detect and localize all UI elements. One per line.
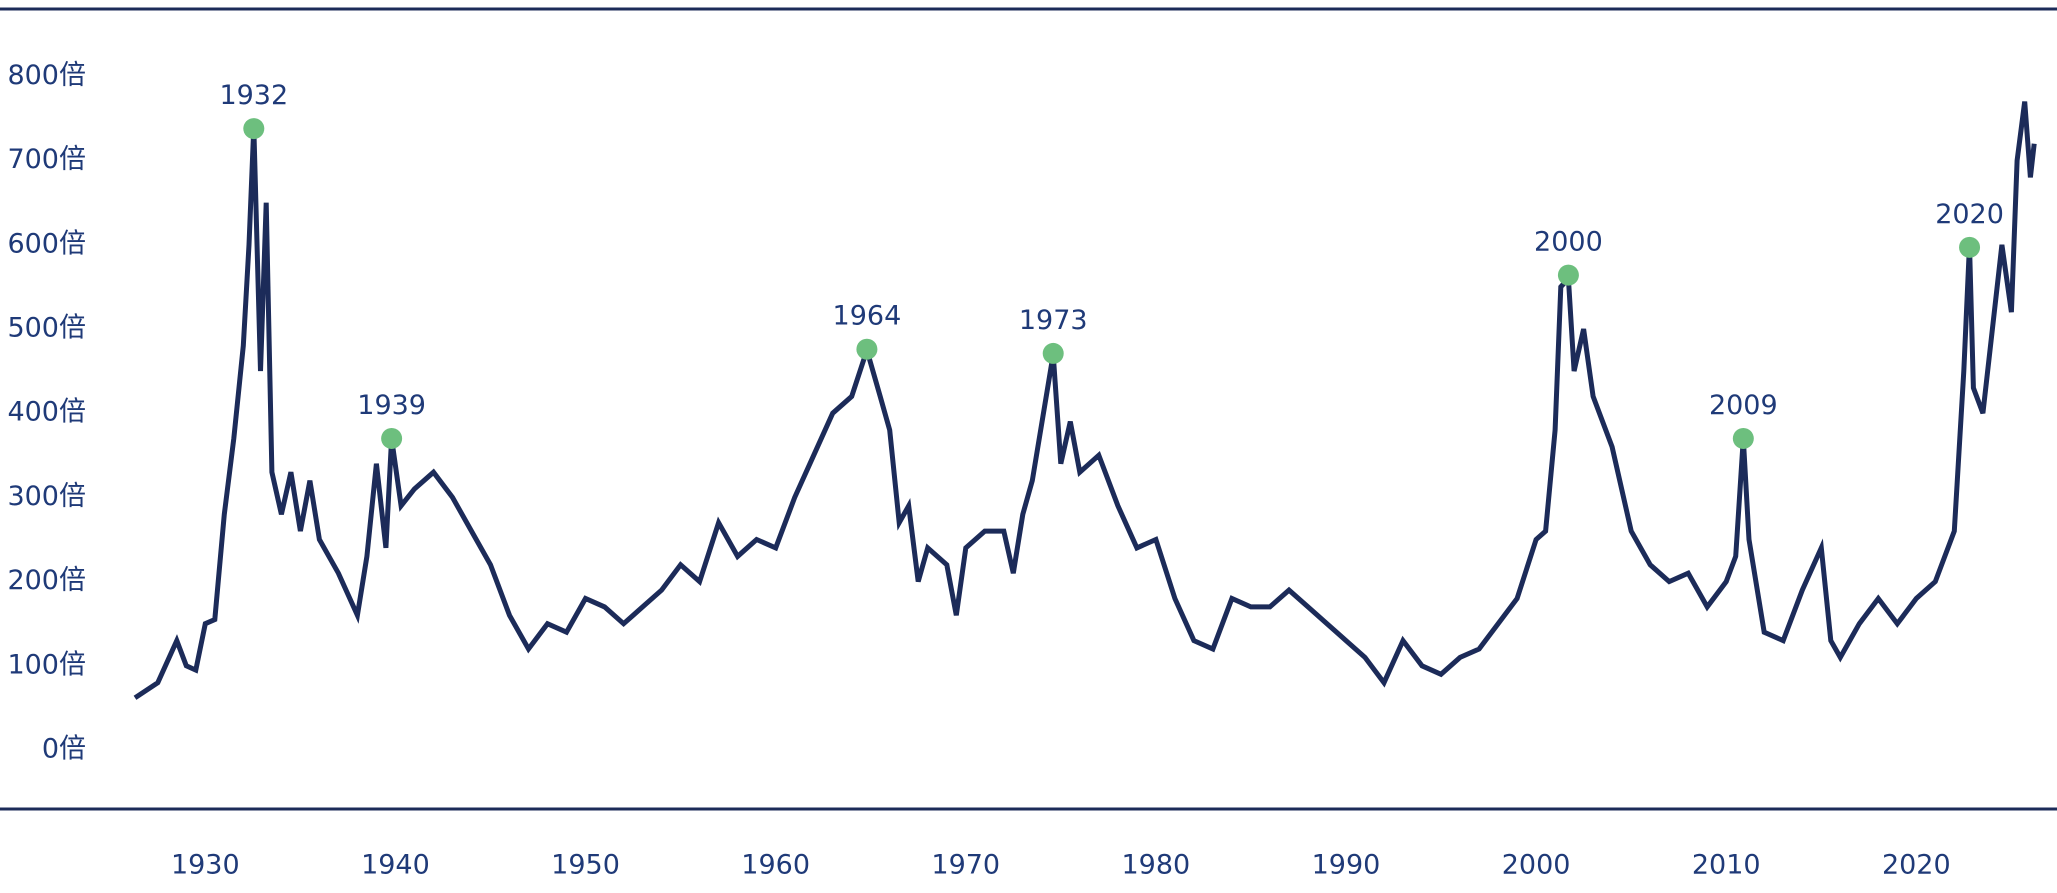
peak-label: 1939 xyxy=(357,390,426,421)
peak-marker xyxy=(381,427,403,449)
peak-marker xyxy=(1732,427,1754,449)
x-tick-label: 1950 xyxy=(551,850,620,881)
x-tick-label: 1980 xyxy=(1122,850,1191,881)
x-tick-label: 2020 xyxy=(1882,850,1951,881)
x-tick-label: 2010 xyxy=(1692,850,1761,881)
peak-marker xyxy=(856,338,878,360)
peak-marker xyxy=(1959,236,1981,258)
y-tick-label: 300倍 xyxy=(7,481,86,512)
peak-marker xyxy=(1042,342,1064,364)
x-tick-label: 1960 xyxy=(741,850,810,881)
y-tick-label: 500倍 xyxy=(7,313,86,344)
peak-marker xyxy=(243,118,265,140)
peak-label: 2009 xyxy=(1709,390,1778,421)
peak-label: 1932 xyxy=(219,80,288,111)
peak-label: 2000 xyxy=(1534,227,1603,258)
y-tick-label: 100倍 xyxy=(7,649,86,680)
y-tick-label: 800倍 xyxy=(7,60,86,91)
x-tick-label: 1970 xyxy=(931,850,1000,881)
y-tick-label: 0倍 xyxy=(42,734,86,765)
y-tick-label: 200倍 xyxy=(7,565,86,596)
peak-label: 2020 xyxy=(1935,199,2004,230)
x-tick-label: 1990 xyxy=(1312,850,1381,881)
x-tick-label: 1940 xyxy=(361,850,430,881)
y-tick-label: 600倍 xyxy=(7,228,86,259)
x-tick-label: 1930 xyxy=(171,850,240,881)
peak-label: 1964 xyxy=(833,301,902,332)
peak-marker xyxy=(1557,264,1579,286)
peak-label: 1973 xyxy=(1019,305,1088,336)
y-tick-label: 400倍 xyxy=(7,397,86,428)
x-tick-label: 2000 xyxy=(1502,850,1571,881)
y-tick-label: 700倍 xyxy=(7,144,86,175)
